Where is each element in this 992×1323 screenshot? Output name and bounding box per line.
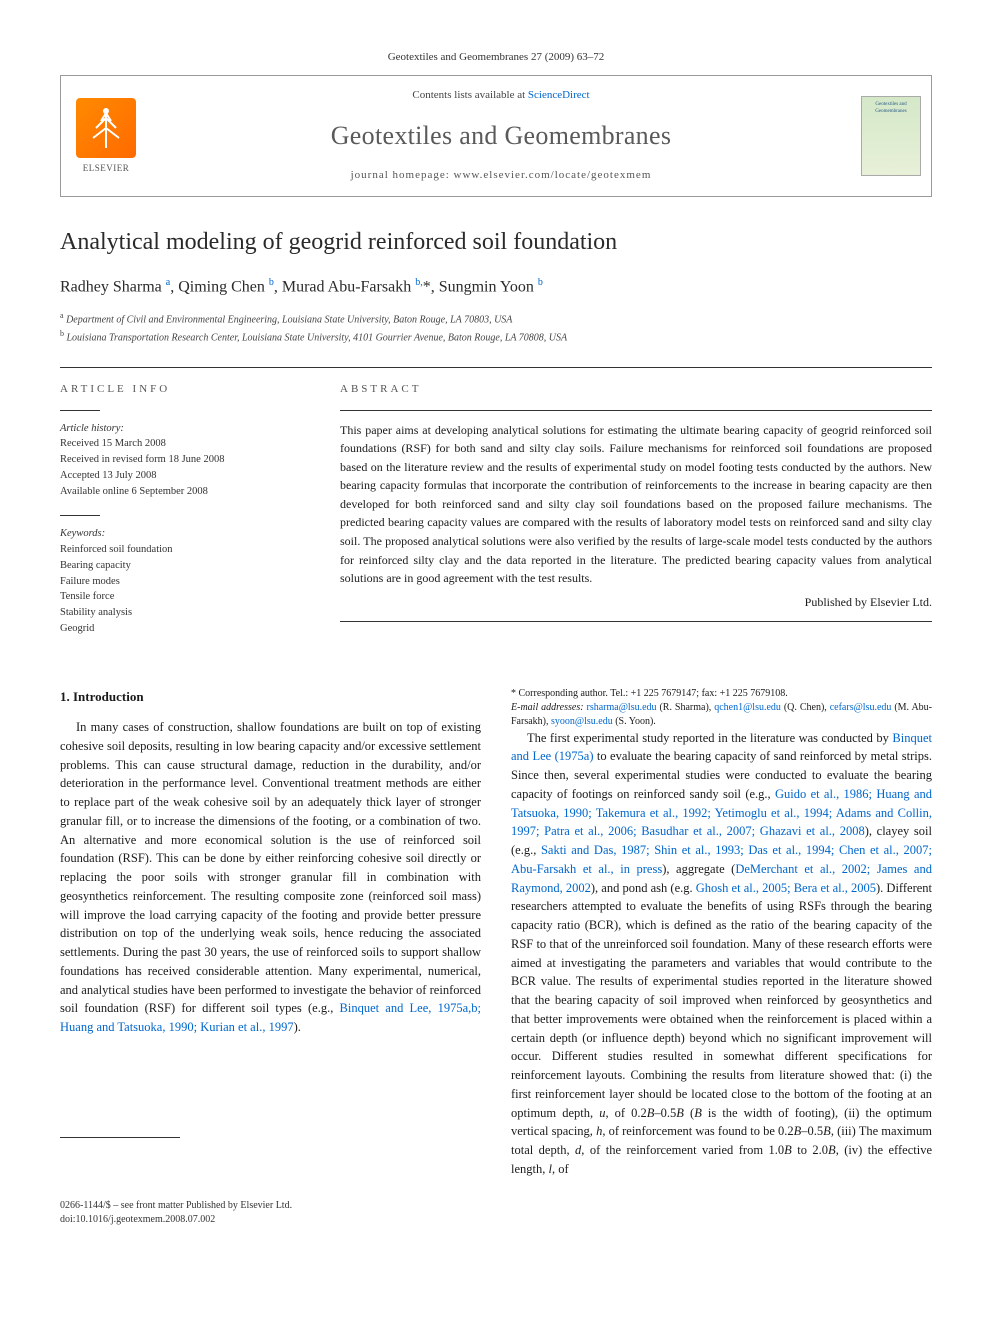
footer-line-1: 0266-1144/$ – see front matter Published… [60, 1199, 932, 1213]
journal-name: Geotextiles and Geomembranes [161, 118, 841, 154]
history-label: Article history: [60, 421, 310, 437]
keyword-line: Bearing capacity [60, 558, 310, 574]
homepage-url[interactable]: www.elsevier.com/locate/geotexmem [454, 169, 652, 181]
article-history-block: Article history: Received 15 March 2008R… [60, 421, 310, 500]
journal-cover-thumbnail: Geotextiles and Geomembranes [851, 76, 931, 195]
email-link[interactable]: syoon@lsu.edu [551, 716, 613, 727]
history-line: Received in revised form 18 June 2008 [60, 452, 310, 468]
keyword-line: Tensile force [60, 589, 310, 605]
keyword-line: Geogrid [60, 621, 310, 637]
corresponding-author-note: * Corresponding author. Tel.: +1 225 767… [511, 687, 932, 701]
elsevier-logo: ELSEVIER [61, 76, 151, 195]
mini-rule [340, 410, 932, 411]
contents-prefix: Contents lists available at [412, 89, 527, 101]
article-title: Analytical modeling of geogrid reinforce… [60, 227, 932, 258]
footer-doi: doi:10.1016/j.geotexmem.2008.07.002 [60, 1213, 932, 1227]
abstract-heading: ABSTRACT [340, 382, 932, 397]
footnotes-block: * Corresponding author. Tel.: +1 225 767… [511, 687, 932, 729]
mini-rule [60, 515, 100, 516]
intro-para-2: The first experimental study reported in… [511, 729, 932, 1179]
email-link[interactable]: qchen1@lsu.edu [714, 702, 781, 713]
keywords-label: Keywords: [60, 526, 310, 542]
article-info-heading: ARTICLE INFO [60, 382, 310, 397]
keyword-line: Stability analysis [60, 605, 310, 621]
citation-link[interactable]: Ghosh et al., 2005; Bera et al., 2005 [696, 881, 876, 895]
keywords-block: Keywords: Reinforced soil foundationBear… [60, 526, 310, 636]
journal-header: ELSEVIER Contents lists available at Sci… [60, 75, 932, 196]
body-text: 1. Introduction In many cases of constru… [60, 687, 932, 1179]
authors-line: Radhey Sharma a, Qiming Chen b, Murad Ab… [60, 276, 932, 299]
email-link[interactable]: rsharma@lsu.edu [587, 702, 657, 713]
email-label: E-mail addresses: [511, 702, 584, 713]
footer-copyright: 0266-1144/$ – see front matter Published… [60, 1199, 932, 1227]
history-line: Received 15 March 2008 [60, 436, 310, 452]
history-line: Available online 6 September 2008 [60, 484, 310, 500]
abstract-text: This paper aims at developing analytical… [340, 421, 932, 588]
contents-available-line: Contents lists available at ScienceDirec… [161, 88, 841, 103]
cover-image: Geotextiles and Geomembranes [861, 96, 921, 176]
intro-para-1: In many cases of construction, shallow f… [60, 718, 481, 1037]
affiliation-line: a Department of Civil and Environmental … [60, 310, 932, 327]
footnote-separator [60, 1137, 180, 1138]
email-link[interactable]: cefars@lsu.edu [830, 702, 892, 713]
keyword-line: Failure modes [60, 574, 310, 590]
journal-homepage-line: journal homepage: www.elsevier.com/locat… [161, 168, 841, 183]
mini-rule [340, 621, 932, 622]
sciencedirect-link[interactable]: ScienceDirect [528, 89, 590, 101]
affiliation-line: b Louisiana Transportation Research Cent… [60, 328, 932, 345]
elsevier-tree-icon [76, 98, 136, 158]
history-line: Accepted 13 July 2008 [60, 468, 310, 484]
mini-rule [60, 410, 100, 411]
elsevier-label: ELSEVIER [83, 162, 130, 175]
publisher-line: Published by Elsevier Ltd. [340, 594, 932, 611]
citation-line: Geotextiles and Geomembranes 27 (2009) 6… [60, 50, 932, 65]
homepage-prefix: journal homepage: [351, 169, 454, 181]
keyword-line: Reinforced soil foundation [60, 542, 310, 558]
email-addresses-line: E-mail addresses: rsharma@lsu.edu (R. Sh… [511, 701, 932, 729]
section-1-heading: 1. Introduction [60, 687, 481, 707]
separator-rule [60, 367, 932, 368]
affiliations-block: a Department of Civil and Environmental … [60, 310, 932, 345]
